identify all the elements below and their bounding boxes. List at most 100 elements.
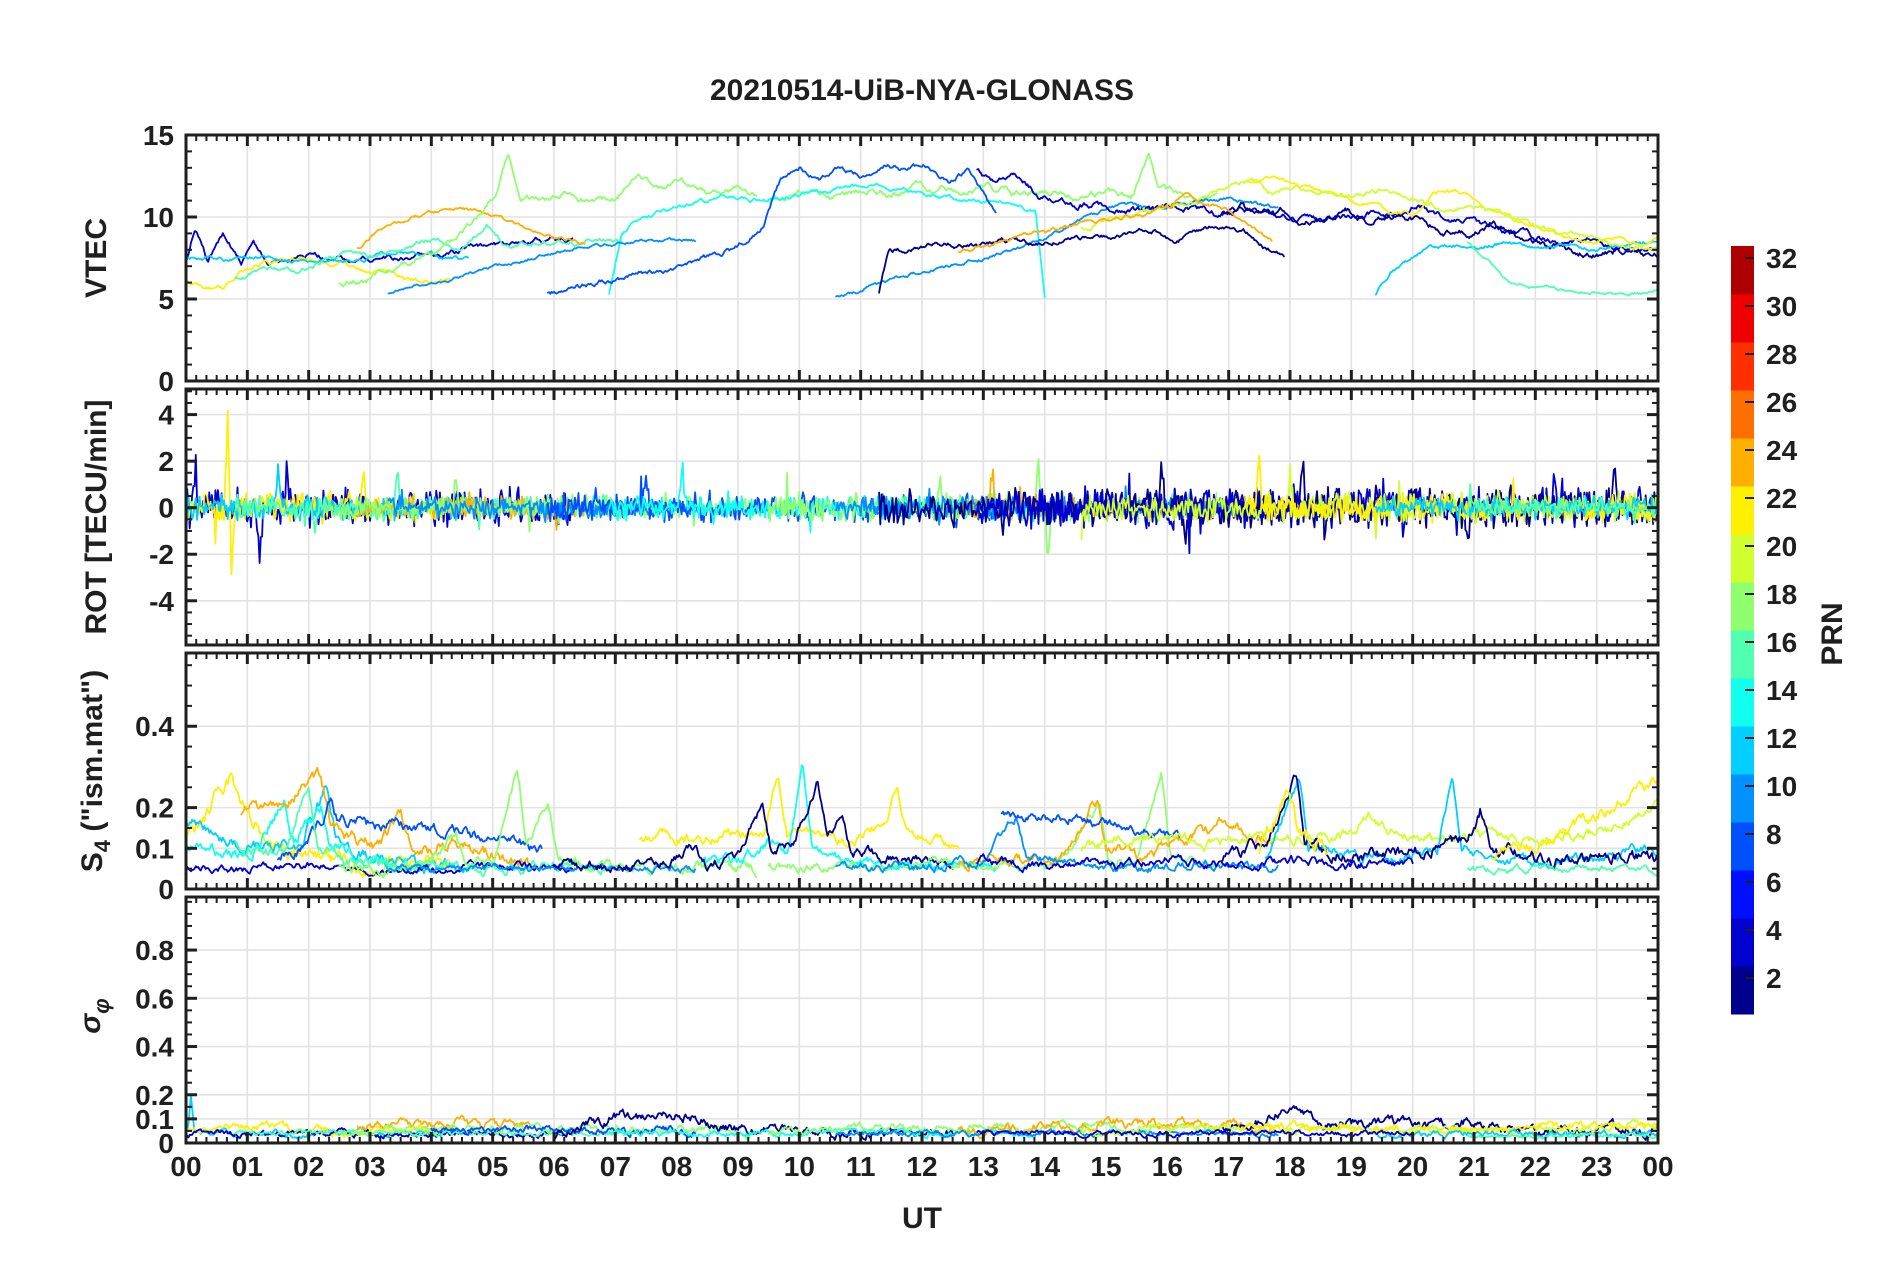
x-tick-label: 17 [1213, 1151, 1244, 1182]
colorbar-tick-label: 10 [1766, 771, 1797, 802]
series-prn-21 [186, 256, 451, 291]
y-tick-label: 0.4 [135, 1032, 174, 1063]
series-prn-13 [608, 461, 1046, 534]
axes-layer [184, 133, 1660, 1145]
series-prn-19 [1080, 177, 1658, 253]
colorbar-tick-label: 26 [1766, 387, 1797, 418]
y-axis-label-sigma-phi: σφ [74, 998, 114, 1033]
series-prn-12 [1375, 1128, 1658, 1140]
series-prn-16 [1467, 862, 1658, 877]
y-tick-label: 0.2 [135, 793, 174, 824]
x-tick-label: 03 [354, 1151, 385, 1182]
colorbar-segment [1731, 246, 1754, 295]
colorbar-tick-label: 12 [1766, 723, 1797, 754]
series-prn-2 [1221, 774, 1658, 870]
s4-label-suffix: ("ism.mat") [76, 670, 109, 840]
panel-series-S4 [186, 764, 1658, 879]
series-prn-9 [387, 862, 696, 875]
x-tick-label: 09 [722, 1151, 753, 1182]
y-tick-label: 0.1 [135, 1104, 174, 1135]
y-tick-label: 0 [158, 493, 174, 524]
series-prn-13 [700, 764, 997, 873]
figure-title: 20210514-UiB-NYA-GLONASS [710, 74, 1134, 107]
sigma-label-subscript: φ [89, 998, 114, 1013]
y-tick-label: -4 [149, 586, 174, 617]
x-tick-label: 04 [416, 1151, 448, 1182]
series-prn-22 [1258, 789, 1328, 856]
x-tick-label: 05 [477, 1151, 508, 1182]
x-tick-label: 10 [784, 1151, 815, 1182]
colorbar-segment [1731, 342, 1754, 391]
series-prn-23 [356, 1114, 531, 1131]
series-prn-12 [1375, 240, 1658, 296]
series-prn-22 [1246, 175, 1658, 248]
series-prn-9 [835, 485, 1279, 526]
colorbar-segment [1731, 534, 1754, 583]
y-tick-label: -2 [149, 539, 174, 570]
series-prn-16 [1467, 241, 1658, 297]
series-prn-1 [878, 225, 1285, 294]
colorbar-segment [1731, 918, 1754, 967]
series-prn-9 [835, 818, 1279, 874]
series-prn-9 [835, 196, 1279, 298]
y-axis-label-vtec: VTEC [80, 218, 113, 298]
series-prn-19 [1080, 799, 1658, 852]
colorbar-label-prn: PRN [1816, 602, 1849, 665]
series-prn-23 [240, 766, 531, 867]
y-axis-label-rot: ROT [TECU/min] [80, 400, 113, 635]
colorbar-tick-label: 14 [1766, 675, 1798, 706]
x-tick-label: 00 [170, 1151, 201, 1182]
series-prn-13 [608, 182, 1046, 299]
colorbar-segment [1731, 486, 1754, 535]
panel-series-VTEC [186, 152, 1658, 299]
y-tick-label: 15 [143, 120, 174, 151]
x-axis-label: UT [902, 1202, 942, 1235]
x-tick-label: 20 [1397, 1151, 1428, 1182]
colorbar-segment [1731, 294, 1754, 343]
x-tick-label: 21 [1458, 1151, 1489, 1182]
series-prn-12 [1264, 778, 1658, 871]
x-tick-label: 15 [1090, 1151, 1121, 1182]
colorbar-tick-label: 22 [1766, 483, 1797, 514]
x-tick-label: 12 [906, 1151, 937, 1182]
series-prn-15 [234, 223, 623, 281]
x-tick-label: 00 [1642, 1151, 1673, 1182]
x-tick-label: 16 [1152, 1151, 1183, 1182]
y-tick-label: 0.2 [135, 1080, 174, 1111]
colorbar-tick-label: 28 [1766, 339, 1797, 370]
y-tick-label: 0 [158, 1128, 174, 1159]
colorbar-segment [1731, 630, 1754, 679]
y-axis-label-s4: S4 ("ism.mat") [76, 670, 115, 872]
series-prn-18 [767, 152, 1218, 205]
colorbar-tick-label: 4 [1766, 915, 1782, 946]
y-tick-label: 10 [143, 202, 174, 233]
series-prn-3 [976, 1129, 1414, 1139]
colorbar-segment [1731, 774, 1754, 823]
colorbar-segment [1731, 726, 1754, 775]
panel-series-ROT [186, 409, 1658, 576]
y-tick-label: 5 [158, 284, 174, 315]
series-prn-7 [277, 797, 543, 861]
series-prn-17 [338, 1121, 758, 1140]
colorbar-segment [1731, 678, 1754, 727]
panel-series-sigma_phi [186, 1094, 1658, 1141]
y-tick-label: 0.8 [135, 935, 174, 966]
series-prn-1 [553, 780, 954, 874]
series-prn-9 [387, 488, 696, 523]
colorbar-segment [1731, 438, 1754, 487]
series-prn-24 [957, 191, 1273, 254]
series-prn-7 [547, 163, 997, 295]
colorbar-segment [1731, 582, 1754, 631]
y-tick-label: 0.4 [135, 711, 174, 742]
colorbar-tick-label: 6 [1766, 867, 1782, 898]
series-prn-17 [338, 154, 758, 288]
y-tick-label: 0.6 [135, 983, 174, 1014]
series-prn-22 [1246, 454, 1658, 524]
y-tick-label: 2 [158, 446, 174, 477]
series-prn-2 [1221, 201, 1658, 259]
s4-label-subscript: 4 [90, 839, 115, 852]
y-tick-label: 0.1 [135, 833, 174, 864]
tick-labels-layer: 051015-4-202400.10.20.400.10.20.40.60.80… [135, 120, 1674, 1182]
